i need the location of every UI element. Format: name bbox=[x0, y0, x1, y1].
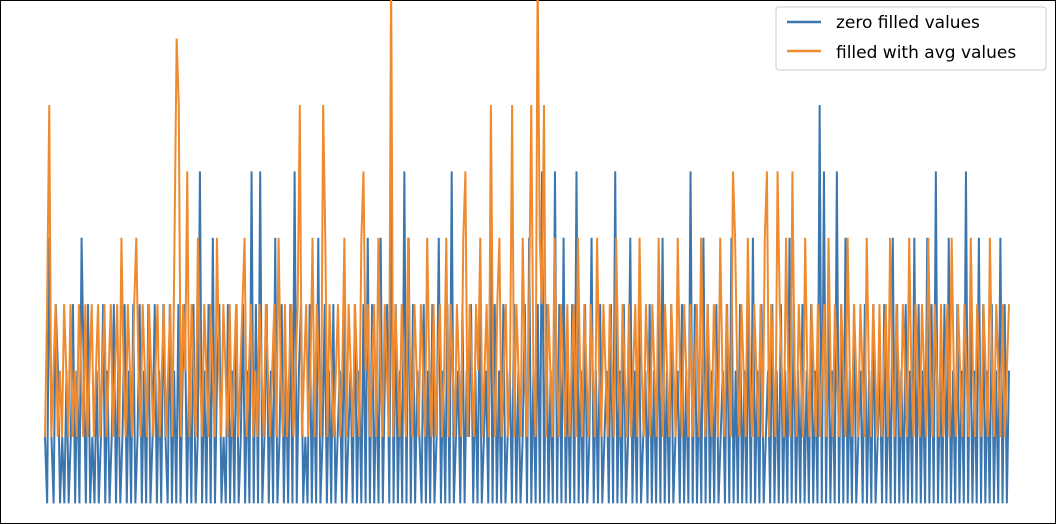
legend-box bbox=[775, 6, 1047, 71]
legend: zero filled values filled with avg value… bbox=[775, 6, 1047, 71]
legend-label-avg-filled: filled with avg values bbox=[836, 43, 1016, 63]
legend-label-zero-filled: zero filled values bbox=[836, 13, 980, 33]
series-layer bbox=[44, 0, 1010, 504]
series-line-0 bbox=[44, 104, 1010, 504]
series-line-1 bbox=[44, 0, 1010, 437]
